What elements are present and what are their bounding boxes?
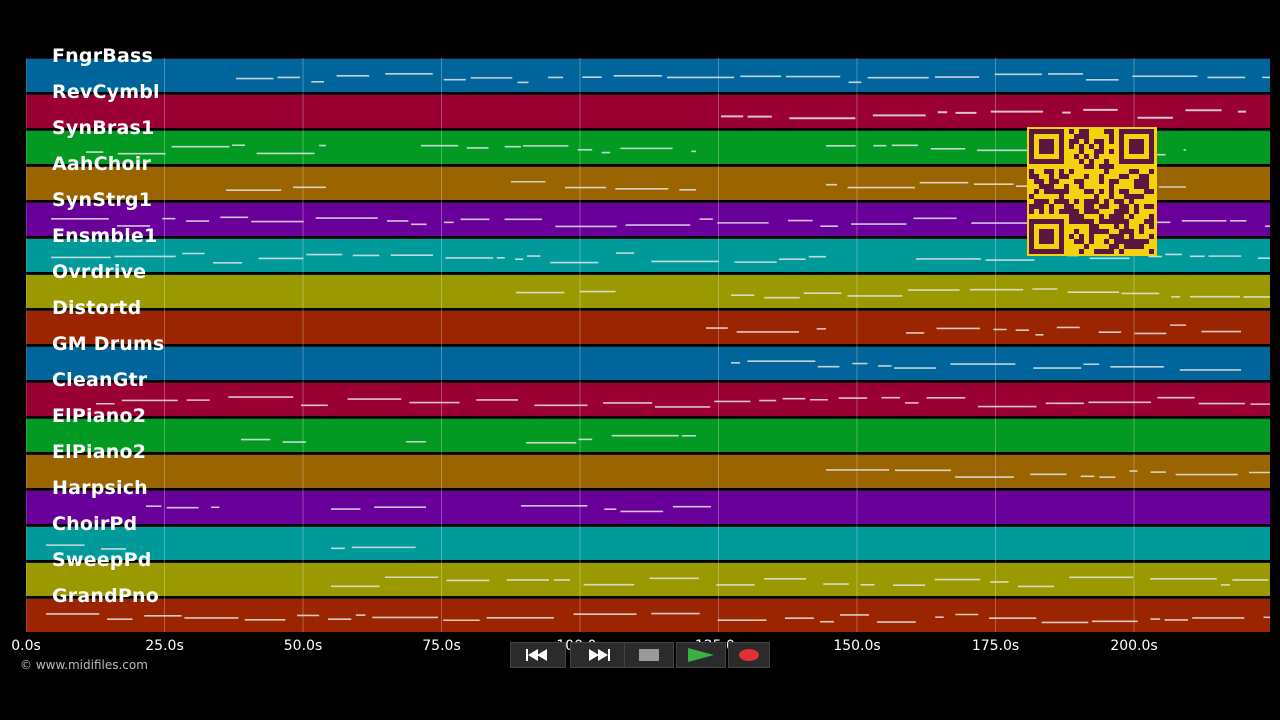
track-label: AahChoir [52, 153, 152, 175]
track-label: GrandPno [52, 585, 160, 607]
track-label: CleanGtr [52, 369, 148, 391]
stop-icon [639, 649, 659, 661]
track-notes [516, 288, 1270, 299]
track-label: SweepPd [52, 549, 152, 571]
time-tick-label: 75.0s [422, 638, 461, 654]
time-tick-label: 50.0s [283, 638, 323, 654]
track-label: Ensmble1 [52, 225, 158, 247]
track-label: Harpsich [52, 477, 148, 499]
track-label: Distortd [52, 297, 142, 319]
track-label: RevCymbl [52, 81, 160, 103]
track-notes [96, 396, 1270, 408]
track-notes [706, 324, 1241, 336]
track-notes [51, 252, 1270, 264]
time-tick-label: 0.0s [11, 638, 41, 654]
time-tick-label: 150.0s [833, 638, 881, 654]
track-label: ChoirPd [52, 513, 138, 535]
track-lane [26, 562, 1270, 596]
track-notes [86, 144, 1186, 156]
track-notes [331, 576, 1269, 588]
note-events [46, 72, 1270, 624]
play-button[interactable] [676, 642, 726, 668]
play-icon [688, 648, 714, 662]
track-lane [26, 58, 1270, 92]
track-lane [26, 490, 1270, 524]
track-label: ElPiano2 [52, 441, 147, 463]
track-notes [46, 544, 416, 550]
track-notes [146, 505, 711, 513]
copyright-notice: © www.midifiles.com [20, 658, 148, 672]
track-label: GM Drums [52, 333, 165, 355]
track-lane [26, 454, 1270, 488]
time-tick-label: 200.0s [1110, 638, 1158, 654]
track-notes [826, 469, 1270, 478]
track-label: SynStrg1 [52, 189, 153, 211]
track-notes [731, 360, 1241, 371]
track-label: SynBras1 [52, 117, 155, 139]
fast-forward-icon [589, 649, 610, 661]
rewind-button[interactable] [510, 642, 566, 668]
track-lane [26, 382, 1270, 416]
track-lane [26, 94, 1270, 128]
track-notes [721, 108, 1246, 120]
track-notes [51, 216, 1270, 228]
stop-button[interactable] [624, 642, 674, 668]
time-tick-label: 175.0s [971, 638, 1020, 654]
track-lane [26, 310, 1270, 344]
qr-code-icon [1027, 127, 1157, 256]
track-lane [26, 346, 1270, 380]
track-lane [26, 526, 1270, 560]
track-label: ElPiano2 [52, 405, 147, 427]
track-notes [46, 612, 1270, 624]
track-notes [236, 72, 1270, 84]
rewind-icon [526, 649, 547, 661]
record-button[interactable] [728, 642, 770, 668]
time-tick-label: 25.0s [145, 638, 184, 654]
track-label: FngrBass [52, 45, 153, 67]
track-lane [26, 598, 1270, 632]
record-icon [739, 649, 759, 661]
fast-forward-button[interactable] [570, 642, 626, 668]
track-label: Ovrdrive [52, 261, 147, 283]
track-lane [26, 274, 1270, 308]
track-notes [241, 434, 696, 444]
